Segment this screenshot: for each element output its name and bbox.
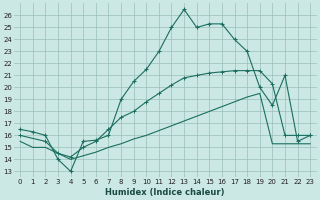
X-axis label: Humidex (Indice chaleur): Humidex (Indice chaleur)	[106, 188, 225, 197]
